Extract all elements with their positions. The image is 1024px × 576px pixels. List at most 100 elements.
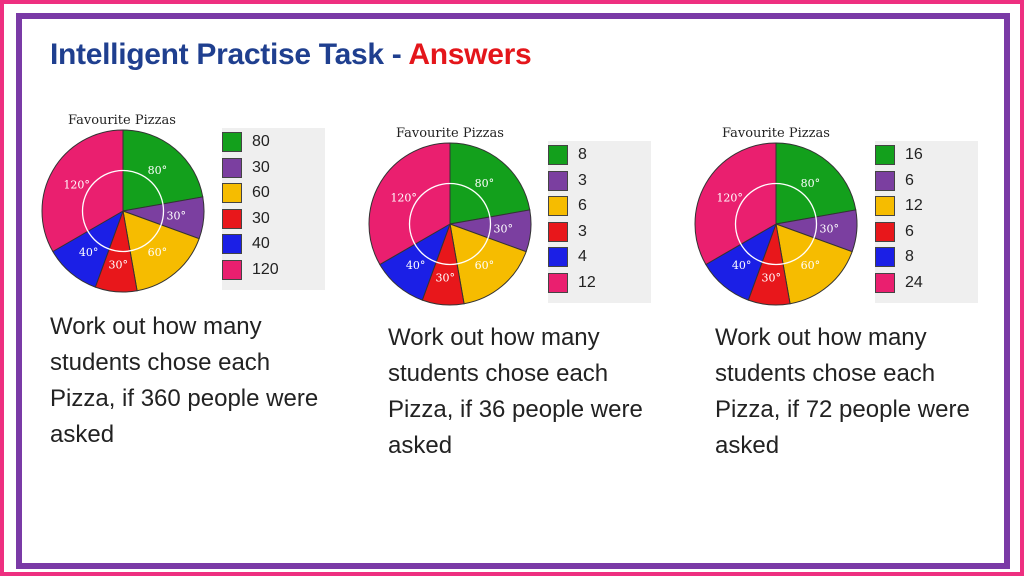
chart3-angle-label-2: 30° bbox=[820, 223, 840, 236]
chart1-angle-label-5: 40° bbox=[79, 246, 99, 259]
chart3-legend-swatch-2 bbox=[875, 170, 895, 191]
chart3-legend-value-2: 6 bbox=[905, 171, 914, 189]
chart2-legend-swatch-1 bbox=[548, 145, 568, 165]
chart2-angle-arc bbox=[408, 182, 492, 266]
chart1-legend-item-3: 60 bbox=[222, 183, 325, 205]
chart3-legend-item-1: 16 bbox=[875, 145, 978, 167]
chart3-legend-swatch-5 bbox=[875, 247, 895, 268]
chart2-legend-item-4: 3 bbox=[548, 221, 651, 244]
chart1-legend-item-4: 30 bbox=[222, 208, 325, 231]
chart1-question-line-2: students chose each bbox=[50, 349, 271, 376]
title-highlight: Answers bbox=[408, 38, 532, 71]
chart3-angle-label-1: 80° bbox=[801, 177, 821, 190]
chart2-question-line-2: students chose each bbox=[388, 360, 609, 387]
chart1-question-line-4: asked bbox=[50, 421, 115, 448]
title-main: Intelligent Practise Task - bbox=[50, 38, 409, 71]
chart2-legend-swatch-6 bbox=[548, 273, 568, 293]
chart1-question: Work out how many students chose each Pizz… bbox=[50, 309, 318, 453]
chart1-legend-swatch-2 bbox=[222, 157, 242, 178]
chart1-legend-swatch-4 bbox=[222, 208, 242, 229]
chart1-question-line-3: Pizza, if 360 people were bbox=[50, 385, 319, 412]
chart3-slice-6 bbox=[694, 142, 777, 266]
chart2-question: Work out how many students chose each Pizz… bbox=[388, 320, 643, 464]
chart3-angle-arc bbox=[734, 182, 818, 266]
chart3-legend-swatch-6 bbox=[875, 273, 895, 293]
chart2-legend-value-3: 6 bbox=[578, 197, 587, 215]
chart2-legend-swatch-2 bbox=[548, 170, 568, 191]
chart2-angle-label-1: 80° bbox=[475, 177, 495, 190]
chart2-angle-label-3: 60° bbox=[475, 259, 495, 272]
chart3-legend: 16 6 12 6 8 24 bbox=[875, 141, 978, 303]
chart3-question-line-1: Work out how many bbox=[715, 324, 927, 351]
chart2-angle-label-4: 30° bbox=[436, 271, 456, 284]
chart1-question-line-1: Work out how many bbox=[50, 313, 262, 340]
chart2-legend-item-2: 3 bbox=[548, 170, 651, 193]
chart1-title: Favourite Pizzas bbox=[68, 113, 176, 128]
chart3-title: Favourite Pizzas bbox=[722, 126, 830, 141]
chart1-legend-item-5: 40 bbox=[222, 234, 325, 256]
chart2-legend-swatch-5 bbox=[548, 247, 568, 268]
chart3-legend-value-3: 12 bbox=[905, 197, 923, 215]
chart2-slice-3 bbox=[449, 223, 527, 305]
chart2-angle-label-5: 40° bbox=[406, 259, 426, 272]
chart2-legend-swatch-4 bbox=[548, 221, 568, 242]
chart2-question-line-4: asked bbox=[388, 432, 453, 459]
chart3-legend-swatch-4 bbox=[875, 221, 895, 242]
chart1-legend-swatch-5 bbox=[222, 234, 242, 255]
chart3-question: Work out how many students chose each Pizz… bbox=[715, 320, 970, 464]
chart1-angle-label-3: 60° bbox=[148, 246, 168, 259]
chart2-slice-1 bbox=[449, 142, 531, 225]
chart3-legend-value-1: 16 bbox=[905, 146, 923, 163]
chart2-legend-value-1: 8 bbox=[578, 146, 587, 163]
chart1-legend-value-5: 40 bbox=[252, 235, 270, 253]
chart1-legend-value-3: 60 bbox=[252, 184, 270, 202]
inner-border bbox=[16, 13, 1010, 569]
chart3-question-line-3: Pizza, if 72 people were bbox=[715, 396, 970, 423]
chart3-question-line-4: asked bbox=[715, 432, 780, 459]
chart2-pie: 80° 30° 60° 30° 40° 120° bbox=[368, 142, 532, 306]
chart1-legend-item-2: 30 bbox=[222, 157, 325, 180]
chart2-question-line-1: Work out how many bbox=[388, 324, 600, 351]
chart3-angle-label-4: 30° bbox=[762, 271, 782, 284]
chart1-angle-label-4: 30° bbox=[109, 258, 129, 271]
chart3-slice-1 bbox=[775, 142, 857, 225]
chart3-legend-item-5: 8 bbox=[875, 247, 978, 269]
chart1-legend-value-6: 120 bbox=[252, 261, 279, 278]
chart2-angle-label-6: 120° bbox=[390, 191, 417, 204]
chart1-angle-label-2: 30° bbox=[167, 210, 187, 223]
chart1-pie: 80° 30° 60° 30° 40° 120° bbox=[41, 129, 205, 293]
chart1-legend-item-1: 80 bbox=[222, 132, 325, 154]
page-title: Intelligent Practise Task - Answers bbox=[50, 38, 532, 72]
chart2-legend-item-5: 4 bbox=[548, 247, 651, 269]
chart3-legend-item-6: 24 bbox=[875, 273, 978, 295]
chart2-legend-value-6: 12 bbox=[578, 274, 596, 291]
chart1-legend-swatch-3 bbox=[222, 183, 242, 204]
chart2-question-line-3: Pizza, if 36 people were bbox=[388, 396, 643, 423]
chart1-slice-3 bbox=[122, 210, 200, 292]
chart1-angle-label-6: 120° bbox=[63, 178, 90, 191]
chart3-legend-value-6: 24 bbox=[905, 274, 923, 291]
chart2-angle-label-2: 30° bbox=[494, 223, 514, 236]
chart3-pie: 80° 30° 60° 30° 40° 120° bbox=[694, 142, 858, 306]
chart3-angle-label-3: 60° bbox=[801, 259, 821, 272]
chart1-legend-value-1: 80 bbox=[252, 133, 270, 150]
chart2-legend-value-2: 3 bbox=[578, 171, 587, 189]
chart2-legend-swatch-3 bbox=[548, 196, 568, 217]
chart1-angle-label-1: 80° bbox=[148, 164, 168, 177]
chart3-slice-3 bbox=[775, 223, 853, 305]
chart2-legend-item-3: 6 bbox=[548, 196, 651, 218]
chart2-legend: 8 3 6 3 4 12 bbox=[548, 141, 651, 303]
chart1-slice-1 bbox=[122, 129, 204, 212]
chart3-legend-swatch-3 bbox=[875, 196, 895, 217]
chart3-legend-item-3: 12 bbox=[875, 196, 978, 218]
chart1-legend-value-4: 30 bbox=[252, 209, 270, 227]
chart1-legend-value-2: 30 bbox=[252, 158, 270, 176]
chart3-question-line-2: students chose each bbox=[715, 360, 936, 387]
chart3-legend-item-2: 6 bbox=[875, 170, 978, 193]
chart2-legend-value-4: 3 bbox=[578, 222, 587, 240]
chart3-legend-swatch-1 bbox=[875, 145, 895, 165]
chart2-legend-item-6: 12 bbox=[548, 273, 651, 295]
chart2-legend-item-1: 8 bbox=[548, 145, 651, 167]
chart3-angle-label-6: 120° bbox=[716, 191, 743, 204]
